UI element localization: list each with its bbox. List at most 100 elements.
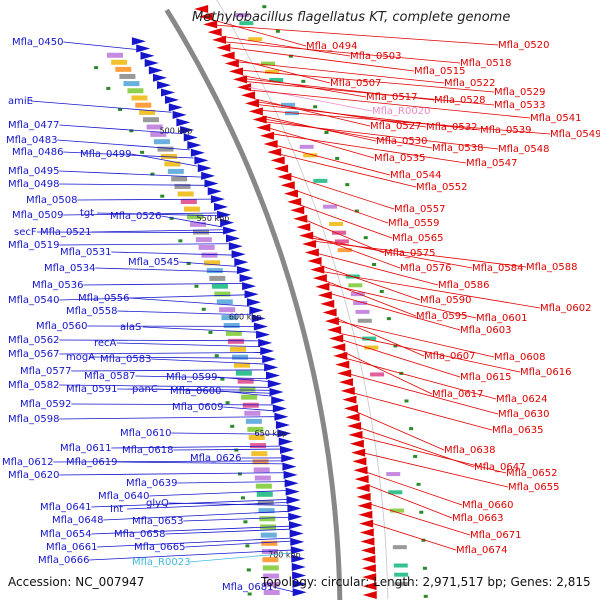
gene-label-leader-line bbox=[91, 525, 291, 535]
gene-label-leader-line bbox=[352, 392, 493, 431]
right-strand-gene-arrow bbox=[212, 35, 227, 44]
cog-category-block bbox=[348, 283, 363, 288]
left-gene-label: Mfla_0567 bbox=[8, 349, 60, 360]
left-strand-gene-arrow bbox=[262, 355, 277, 364]
gene-label-leader-line bbox=[59, 339, 259, 342]
cog-category-block bbox=[390, 508, 405, 513]
gene-label-leader-line bbox=[59, 170, 203, 178]
left-gene-label: Mfla_0531 bbox=[60, 247, 112, 258]
left-strand-gene-arrow bbox=[223, 226, 238, 235]
cog-category-block bbox=[239, 21, 254, 26]
cog-category-block bbox=[198, 244, 215, 250]
left-strand-gene-arrow bbox=[253, 322, 268, 331]
gene-label-leader-line bbox=[211, 19, 307, 47]
cog-category-block bbox=[167, 168, 184, 174]
right-strand-gene-arrow bbox=[241, 91, 256, 100]
right-strand-gene-arrow bbox=[203, 20, 218, 29]
gc-marker bbox=[422, 566, 427, 570]
left-gene-label: Mfla_0545 bbox=[128, 257, 180, 268]
left-strand-gene-arrow bbox=[168, 103, 183, 112]
gene-label-leader-line bbox=[89, 549, 292, 561]
left-strand-gene-arrow bbox=[220, 218, 235, 227]
gc-marker bbox=[245, 544, 250, 548]
gene-label-leader-line bbox=[116, 342, 260, 348]
gc-marker bbox=[386, 317, 391, 321]
gene-label-leader-line bbox=[131, 153, 198, 167]
left-strand-gene-arrow bbox=[160, 88, 175, 97]
left-strand-gene-arrow bbox=[260, 346, 275, 355]
gc-marker bbox=[413, 454, 418, 458]
right-strand-gene-arrow bbox=[207, 28, 222, 37]
right-gene-label: Mfla_0607 bbox=[424, 351, 476, 362]
cog-category-block bbox=[392, 545, 407, 550]
cog-category-block bbox=[204, 260, 221, 266]
left-gene-label: Mfla_0562 bbox=[8, 335, 60, 346]
left-strand-gene-arrow bbox=[290, 546, 305, 555]
left-gene-label: Mfla_0626 bbox=[190, 453, 242, 464]
left-strand-gene-arrow bbox=[282, 462, 297, 471]
gc-marker bbox=[234, 448, 239, 452]
left-gene-label: panC bbox=[132, 384, 158, 395]
left-strand-gene-arrow bbox=[136, 44, 151, 53]
cog-category-block bbox=[262, 557, 279, 563]
left-gene-label: Mfla_0618 bbox=[122, 445, 174, 456]
cog-category-block bbox=[219, 307, 236, 313]
gene-label-leader-line bbox=[117, 310, 252, 316]
cog-category-block bbox=[142, 117, 159, 123]
cog-category-block bbox=[164, 161, 181, 167]
right-gene-label: Mfla_0549 bbox=[550, 129, 600, 140]
right-strand-gene-arrow bbox=[356, 492, 371, 501]
gene-label-leader-line bbox=[328, 292, 461, 331]
gene-label-leader-line bbox=[335, 320, 495, 358]
gene-label-leader-line bbox=[36, 231, 225, 233]
left-gene-label: Mfla_0620 bbox=[8, 470, 60, 481]
right-gene-label: Mfla_0544 bbox=[390, 170, 442, 181]
right-gene-label: Mfla_0616 bbox=[520, 367, 572, 378]
cog-category-block bbox=[329, 222, 344, 227]
gene-label-leader-line bbox=[53, 460, 283, 463]
gene-label-leader-line bbox=[71, 369, 266, 372]
gene-label-leader-line bbox=[293, 189, 389, 224]
cog-category-block bbox=[331, 230, 346, 235]
left-strand-gene-arrow bbox=[244, 290, 259, 299]
left-gene-label: tgt bbox=[80, 208, 94, 219]
right-gene-label: Mfla_0584 bbox=[472, 263, 524, 274]
left-strand-gene-arrow bbox=[180, 125, 195, 134]
gene-label-leader-line bbox=[59, 384, 270, 388]
gc-marker bbox=[409, 427, 414, 431]
left-strand-gene-arrow bbox=[292, 579, 307, 588]
gene-label-leader-line bbox=[154, 388, 271, 394]
cog-category-block bbox=[299, 144, 314, 149]
gene-label-leader-line bbox=[103, 510, 289, 521]
right-gene-label: Mfla_0533 bbox=[494, 100, 546, 111]
gene-label-leader-line bbox=[343, 351, 433, 395]
right-gene-label: Mfla_0655 bbox=[508, 482, 560, 493]
right-strand-gene-arrow bbox=[302, 240, 317, 249]
gene-label-leader-line bbox=[91, 229, 224, 233]
gc-marker bbox=[118, 107, 123, 111]
left-gene-label: Mfla_0665 bbox=[134, 542, 186, 553]
right-gene-label: Mfla_0548 bbox=[498, 144, 550, 155]
right-strand-gene-arrow bbox=[333, 351, 348, 360]
right-strand-gene-arrow bbox=[359, 528, 374, 537]
right-strand-gene-arrow bbox=[348, 430, 363, 439]
left-gene-label: Mfla_0521 bbox=[40, 227, 92, 238]
left-strand-gene-arrow bbox=[291, 563, 306, 572]
gene-label-leader-line bbox=[249, 89, 531, 119]
cog-category-block bbox=[195, 237, 212, 243]
right-strand-gene-arrow bbox=[335, 360, 350, 369]
gc-marker bbox=[225, 401, 230, 405]
gc-marker bbox=[393, 344, 398, 348]
left-strand-gene-arrow bbox=[152, 73, 167, 82]
right-gene-label: Mfla_0503 bbox=[350, 51, 402, 62]
left-strand-gene-arrow bbox=[131, 37, 146, 46]
right-gene-label: Mfla_0507 bbox=[330, 78, 382, 89]
right-strand-gene-arrow bbox=[362, 591, 377, 600]
gc-marker bbox=[345, 183, 350, 187]
cog-category-block bbox=[255, 483, 272, 489]
cog-category-block bbox=[259, 516, 276, 522]
gene-label-leader-line bbox=[348, 373, 499, 415]
left-strand-gene-arrow bbox=[249, 306, 264, 315]
right-gene-label: Mfla_0541 bbox=[530, 113, 582, 124]
right-gene-label: Mfla_0615 bbox=[460, 372, 512, 383]
